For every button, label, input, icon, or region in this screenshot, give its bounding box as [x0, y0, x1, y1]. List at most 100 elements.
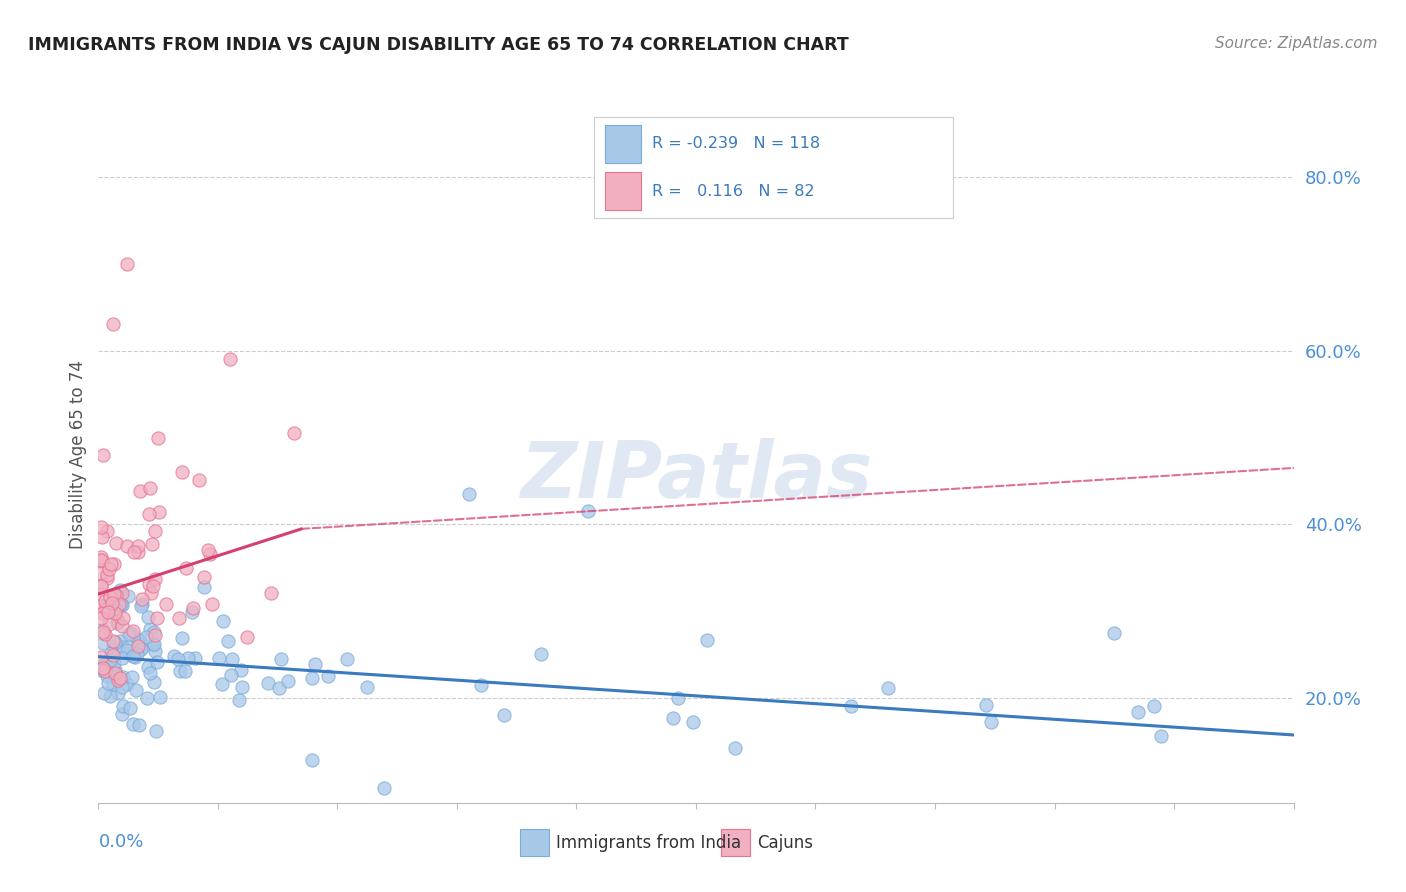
- Point: [111, 680, 134, 694]
- Point: [131, 641, 153, 656]
- Point: [231, 680, 253, 694]
- Point: [97, 562, 120, 576]
- Point: [110, 582, 132, 597]
- Point: [115, 642, 138, 657]
- Point: [115, 257, 138, 271]
- Point: [96, 660, 118, 674]
- Point: [136, 609, 159, 624]
- Point: [177, 651, 200, 665]
- Point: [90, 566, 112, 581]
- Point: [98, 689, 121, 703]
- Point: [128, 635, 150, 649]
- Point: [181, 601, 204, 615]
- Point: [188, 473, 211, 487]
- Point: [260, 586, 283, 600]
- Point: [231, 664, 253, 678]
- Point: [125, 683, 148, 698]
- Point: [90, 549, 112, 564]
- Point: [174, 560, 197, 574]
- Point: [98, 591, 121, 605]
- Point: [103, 656, 125, 670]
- Point: [530, 648, 553, 662]
- Point: [94, 594, 117, 608]
- Point: [91, 659, 114, 673]
- Point: [90, 553, 112, 567]
- Point: [724, 740, 747, 755]
- Y-axis label: Disability Age 65 to 74: Disability Age 65 to 74: [69, 360, 87, 549]
- Point: [104, 535, 127, 549]
- Point: [127, 648, 149, 662]
- Point: [90, 611, 112, 625]
- Point: [91, 448, 114, 462]
- Point: [142, 625, 165, 640]
- Point: [128, 717, 150, 731]
- Point: [118, 701, 141, 715]
- Point: [169, 665, 191, 679]
- Point: [100, 557, 122, 571]
- Point: [139, 481, 162, 495]
- Point: [221, 667, 243, 681]
- Point: [90, 578, 112, 592]
- Point: [117, 640, 139, 654]
- Point: [145, 723, 167, 738]
- Text: Source: ZipAtlas.com: Source: ZipAtlas.com: [1215, 36, 1378, 51]
- Point: [104, 607, 127, 621]
- Point: [228, 693, 250, 707]
- Point: [103, 557, 125, 571]
- Point: [98, 617, 121, 632]
- Point: [201, 597, 224, 611]
- Point: [148, 505, 170, 519]
- Point: [129, 599, 152, 614]
- Point: [91, 624, 114, 638]
- Point: [104, 635, 127, 649]
- Point: [91, 606, 114, 620]
- Point: [198, 547, 221, 561]
- Point: [111, 619, 134, 633]
- Point: [96, 524, 118, 539]
- Point: [277, 673, 299, 688]
- Point: [120, 648, 142, 662]
- Point: [115, 677, 138, 691]
- Point: [121, 624, 143, 639]
- Point: [105, 603, 128, 617]
- Point: [138, 507, 160, 521]
- Point: [876, 681, 898, 696]
- Point: [208, 650, 231, 665]
- Point: [117, 589, 139, 603]
- Point: [142, 637, 165, 651]
- Text: 0.0%: 0.0%: [98, 833, 143, 851]
- Point: [108, 597, 131, 611]
- Point: [1143, 698, 1166, 713]
- Point: [90, 520, 112, 534]
- Point: [96, 571, 118, 585]
- Point: [138, 622, 160, 636]
- Point: [90, 530, 112, 544]
- Point: [97, 605, 120, 619]
- Point: [103, 648, 125, 663]
- Point: [145, 611, 167, 625]
- Point: [104, 588, 127, 602]
- Point: [111, 650, 134, 665]
- Point: [304, 657, 326, 671]
- Point: [131, 591, 153, 606]
- Point: [193, 580, 215, 594]
- Point: [666, 690, 689, 705]
- Point: [98, 605, 121, 619]
- Point: [97, 676, 120, 690]
- Point: [301, 753, 323, 767]
- Point: [91, 636, 114, 650]
- Point: [127, 639, 149, 653]
- Point: [184, 651, 207, 665]
- Point: [127, 539, 149, 553]
- Point: [142, 579, 165, 593]
- Point: [141, 585, 163, 599]
- Point: [101, 318, 124, 332]
- Point: [1104, 626, 1126, 640]
- Point: [145, 655, 167, 669]
- Point: [336, 652, 359, 666]
- Point: [257, 675, 280, 690]
- Point: [96, 602, 118, 616]
- Point: [129, 641, 152, 656]
- Point: [221, 652, 243, 666]
- Point: [155, 597, 177, 611]
